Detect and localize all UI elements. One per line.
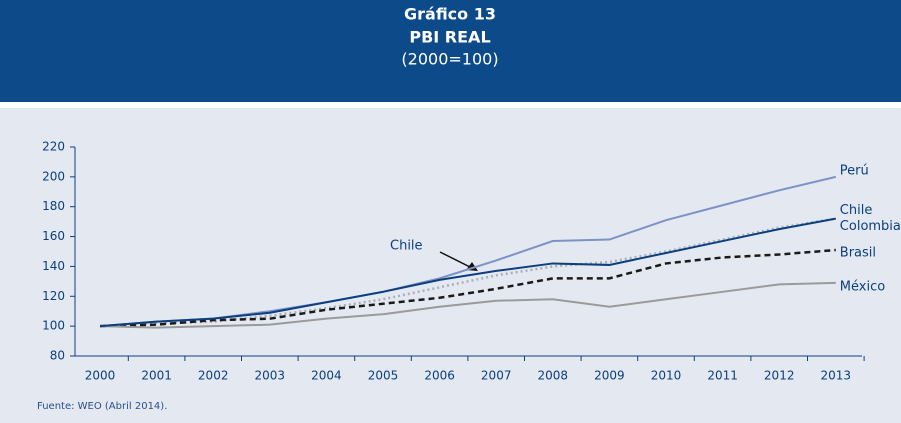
line xyxy=(99,217,836,328)
y-tick-label: 160 xyxy=(42,229,65,243)
x-tick-label: 2012 xyxy=(764,369,795,383)
y-tick-label: 200 xyxy=(42,169,65,183)
y-tick-label: 80 xyxy=(50,349,65,363)
line xyxy=(99,217,836,328)
y-tick-label: 220 xyxy=(42,140,65,154)
x-tick-label: 2000 xyxy=(85,369,116,383)
chart-note: (2000=100) xyxy=(401,50,498,69)
x-tick-label: 2010 xyxy=(651,369,682,383)
x-tick-label: 2003 xyxy=(255,369,286,383)
x-tick-label: 2004 xyxy=(311,369,342,383)
x-tick-label: 2006 xyxy=(424,369,455,383)
y-tick-label: 120 xyxy=(42,289,65,303)
header-band xyxy=(0,0,901,102)
x-tick-label: 2009 xyxy=(594,369,625,383)
source: Fuente: WEO (Abril 2014). xyxy=(37,401,167,412)
x-tick-label: 2011 xyxy=(707,369,738,383)
x-tick-label: 2005 xyxy=(368,369,399,383)
series-label: Perú xyxy=(840,163,869,178)
chart-subtitle: PBI REAL xyxy=(409,28,490,47)
series-label: Chile xyxy=(840,203,873,218)
chart-title: Gráfico 13 xyxy=(404,5,496,24)
chart-band xyxy=(0,108,901,423)
x-tick-label: 2001 xyxy=(141,369,172,383)
x-tick-label: 2008 xyxy=(538,369,569,383)
x-tick-label: 2007 xyxy=(481,369,512,383)
line xyxy=(99,248,836,328)
y-tick-label: 140 xyxy=(42,259,65,273)
annotation: Chile xyxy=(390,239,423,254)
series-label: Colombia xyxy=(840,219,901,234)
line xyxy=(99,281,836,329)
series-label: México xyxy=(840,279,885,294)
y-tick-label: 180 xyxy=(42,199,65,213)
x-tick-label: 2002 xyxy=(198,369,229,383)
y-tick-label: 100 xyxy=(42,319,65,333)
series-label: Brasil xyxy=(840,246,876,261)
x-tick-label: 2013 xyxy=(821,369,852,383)
